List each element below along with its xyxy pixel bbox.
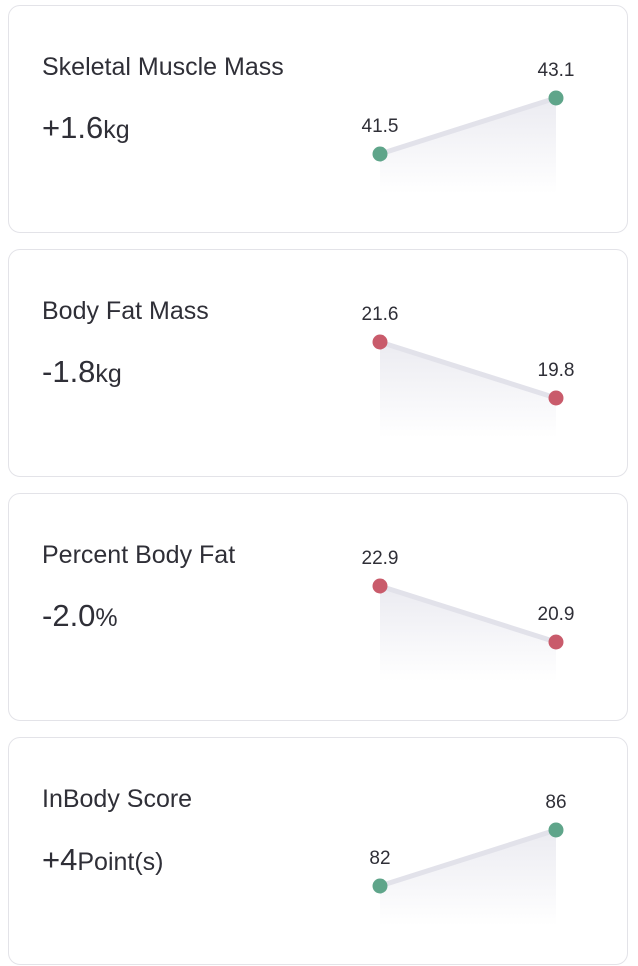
start-point-marker xyxy=(372,878,388,894)
metric-change-unit: Point(s) xyxy=(77,848,164,876)
sparkline-line xyxy=(377,339,559,401)
metric-change: -1.8kg xyxy=(42,354,122,390)
start-point-marker xyxy=(372,334,388,350)
trend-sparkline: 22.9 20.9 xyxy=(362,548,575,682)
metric-card-percent-body-fat[interactable]: Percent Body Fat -2.0% 22.9 20.9 xyxy=(8,493,628,721)
trend-sparkline: 41.5 43.1 xyxy=(362,60,575,194)
end-value-label: 19.8 xyxy=(538,360,575,381)
metric-change-unit: kg xyxy=(103,116,130,144)
end-point-marker xyxy=(548,390,564,406)
start-value-label: 22.9 xyxy=(362,548,399,569)
metric-change: +1.6kg xyxy=(42,110,130,146)
trend-sparkline: 21.6 19.8 xyxy=(362,304,575,438)
sparkline-area xyxy=(380,98,556,194)
start-value-label: 82 xyxy=(369,848,390,869)
end-point-marker xyxy=(548,90,564,106)
metric-change-value: +1.6 xyxy=(42,110,104,145)
end-value-label: 20.9 xyxy=(538,604,575,625)
end-point-marker xyxy=(548,634,564,650)
sparkline-line xyxy=(377,95,559,157)
end-value-label: 43.1 xyxy=(538,60,575,81)
metric-title: InBody Score xyxy=(42,785,193,813)
sparkline-area xyxy=(380,830,556,926)
metric-title: Skeletal Muscle Mass xyxy=(42,53,284,81)
metric-card-inbody-score[interactable]: InBody Score +4Point(s) 82 86 xyxy=(8,737,628,965)
sparkline-line xyxy=(377,583,559,645)
end-point-marker xyxy=(548,822,564,838)
metric-change: +4Point(s) xyxy=(42,842,164,878)
metric-title: Percent Body Fat xyxy=(42,541,236,569)
metric-change: -2.0% xyxy=(42,598,118,634)
end-value-label: 86 xyxy=(545,792,566,813)
metric-title: Body Fat Mass xyxy=(42,297,209,325)
trend-sparkline: 82 86 xyxy=(369,792,567,926)
metric-change-value: -2.0 xyxy=(42,598,96,633)
sparkline-area xyxy=(380,586,556,682)
start-point-marker xyxy=(372,146,388,162)
sparkline-area xyxy=(380,342,556,438)
start-value-label: 41.5 xyxy=(362,116,399,137)
metric-change-value: +4 xyxy=(42,842,78,877)
start-point-marker xyxy=(372,578,388,594)
metric-change-unit: kg xyxy=(95,360,122,388)
metric-change-unit: % xyxy=(95,604,118,632)
metric-card-body-fat-mass[interactable]: Body Fat Mass -1.8kg 21.6 19.8 xyxy=(8,249,628,477)
sparkline-line xyxy=(377,827,559,889)
metric-card-skeletal-muscle-mass[interactable]: Skeletal Muscle Mass +1.6kg 41.5 43.1 xyxy=(8,5,628,233)
metric-change-value: -1.8 xyxy=(42,354,96,389)
start-value-label: 21.6 xyxy=(362,304,399,325)
